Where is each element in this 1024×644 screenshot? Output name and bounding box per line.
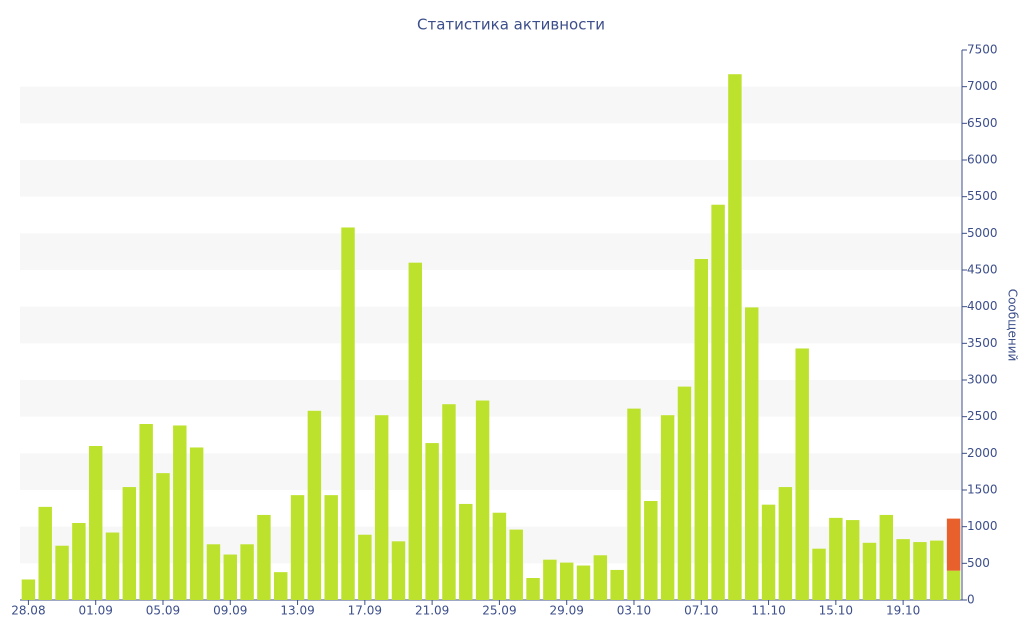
y-tick-label: 6500	[967, 116, 998, 130]
bar	[105, 532, 120, 600]
bar	[307, 410, 322, 600]
bar	[173, 425, 187, 600]
bar	[206, 544, 221, 600]
bar	[627, 408, 641, 600]
bar	[341, 227, 355, 600]
bar	[189, 447, 204, 600]
y-tick-label: 5000	[967, 226, 998, 240]
bar	[745, 307, 759, 600]
x-tick-label: 09.09	[213, 604, 247, 618]
x-tick-label: 29.09	[550, 604, 584, 618]
y-tick-label: 1000	[967, 519, 998, 533]
bar	[509, 529, 523, 600]
y-tick-label: 6000	[967, 153, 998, 167]
bar	[946, 570, 961, 600]
grid-band	[20, 306, 962, 344]
x-tick-label: 19.10	[886, 604, 920, 618]
y-tick-label: 7500	[967, 43, 998, 57]
y-tick-label: 4000	[967, 299, 998, 313]
y-tick-label: 7000	[967, 79, 998, 93]
y-tick-label: 0	[967, 593, 975, 607]
x-tick-label: 17.09	[348, 604, 382, 618]
bar	[761, 504, 776, 600]
bar	[492, 512, 507, 600]
bar	[526, 578, 540, 600]
bar	[610, 569, 624, 600]
bar	[391, 541, 406, 600]
x-tick-label: 01.09	[79, 604, 113, 618]
y-tick-label: 1500	[967, 483, 998, 497]
grid-band	[20, 160, 962, 197]
x-tick-label: 11.10	[751, 604, 785, 618]
bar	[644, 501, 658, 600]
bar	[88, 446, 103, 600]
bar	[829, 517, 843, 600]
x-tick-label: 28.08	[11, 604, 45, 618]
y-tick-label: 2000	[967, 446, 998, 460]
bar	[778, 487, 793, 600]
y-tick-label: 500	[967, 556, 990, 570]
bar	[21, 579, 36, 600]
bar	[72, 523, 86, 600]
grid-band	[20, 86, 962, 124]
bar	[543, 559, 557, 600]
x-tick-label: 15.10	[819, 604, 853, 618]
bar	[55, 545, 69, 600]
bar	[374, 415, 389, 600]
x-tick-label: 05.09	[146, 604, 180, 618]
bar	[38, 506, 52, 600]
x-tick-label: 21.09	[415, 604, 449, 618]
bar	[240, 544, 254, 600]
bar	[660, 415, 675, 600]
grid-band	[20, 380, 962, 417]
bar	[845, 520, 860, 600]
y-tick-label: 5500	[967, 189, 998, 203]
bar	[711, 204, 725, 600]
chart-title: Статистика активности	[417, 16, 605, 34]
y-tick-label: 2500	[967, 409, 998, 423]
bar	[459, 503, 473, 600]
bar	[946, 518, 961, 571]
y-tick-label: 3500	[967, 336, 998, 350]
x-tick-label: 25.09	[482, 604, 516, 618]
y-tick-label: 3000	[967, 373, 998, 387]
bar	[862, 542, 877, 600]
y-tick-label: 4500	[967, 263, 998, 277]
x-tick-label: 03.10	[617, 604, 651, 618]
bar	[358, 534, 372, 600]
bar	[122, 487, 137, 600]
bar	[728, 74, 742, 600]
bar	[257, 514, 271, 600]
bar	[290, 495, 305, 600]
bar	[156, 473, 170, 600]
grid-band	[20, 233, 962, 270]
bar	[896, 539, 910, 600]
bar	[930, 540, 944, 600]
bar	[139, 424, 153, 600]
bar	[677, 386, 692, 600]
bar	[913, 542, 927, 600]
bar	[812, 548, 826, 600]
bar	[694, 259, 708, 600]
bar	[425, 443, 439, 600]
bar	[879, 514, 894, 600]
bar	[795, 348, 809, 600]
bar	[576, 565, 591, 600]
x-tick-label: 13.09	[280, 604, 314, 618]
bar	[559, 562, 574, 600]
bar	[442, 404, 456, 600]
bar	[223, 554, 237, 600]
y-axis-label: Сообщений	[1006, 289, 1020, 362]
bar	[593, 555, 608, 600]
bar	[274, 572, 288, 600]
bar	[408, 262, 423, 600]
bar	[324, 495, 338, 600]
x-tick-label: 07.10	[684, 604, 718, 618]
bar	[475, 400, 490, 600]
